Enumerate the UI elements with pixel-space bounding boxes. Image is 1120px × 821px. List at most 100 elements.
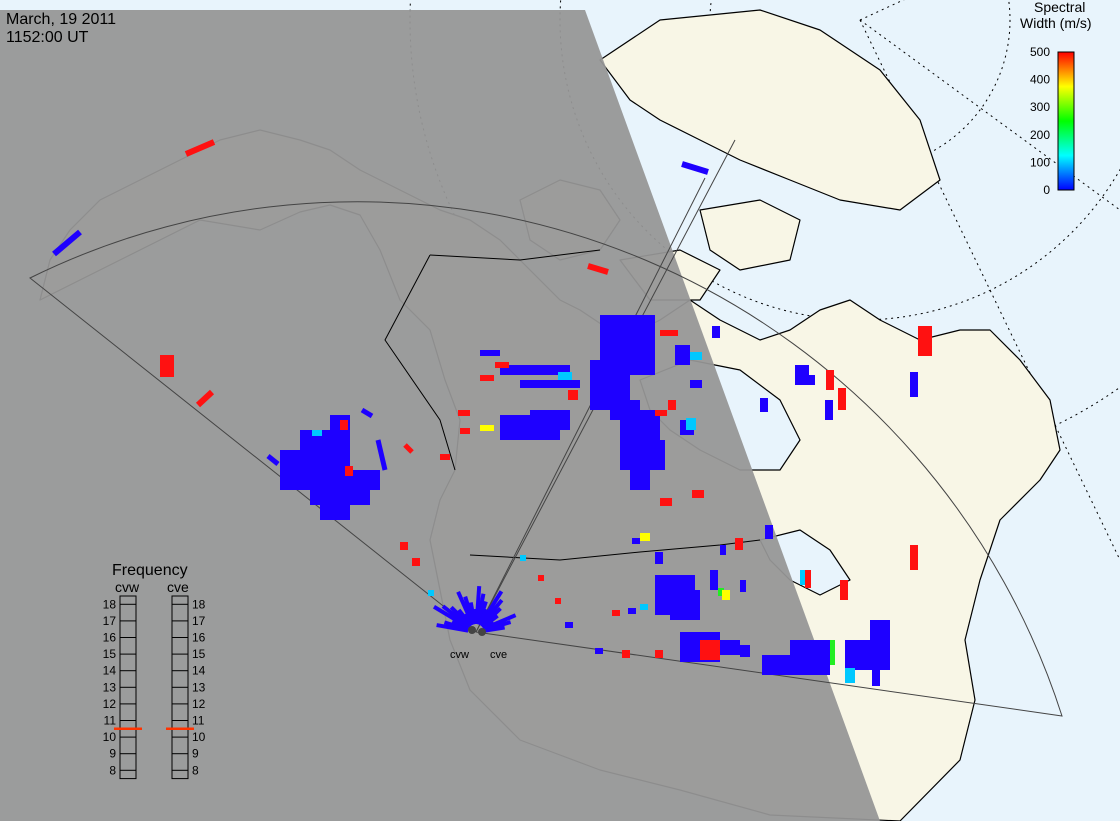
scatter-cell-95 — [805, 570, 811, 588]
scatter-streak-112 — [195, 389, 215, 408]
scatter-cell-41 — [495, 362, 509, 368]
scatter-cell-76 — [740, 580, 746, 592]
scatter-cell-70 — [710, 570, 718, 590]
colorbar-tick-200: 200 — [1030, 128, 1050, 142]
arctic-island-3 — [699, 199, 801, 271]
frequency-level-cvw-14: 14 — [103, 664, 117, 678]
colorbar-tick-0: 0 — [1043, 183, 1050, 197]
radar-site-cve — [478, 628, 486, 636]
colorbar-gradient — [1057, 51, 1075, 191]
frequency-level-cvw-17: 17 — [103, 614, 117, 628]
colorbar-title-line2: Width (m/s) — [1020, 15, 1092, 31]
scatter-streak-35 — [375, 439, 388, 471]
scatter-cell-103 — [838, 388, 846, 410]
scatter-cell-66 — [670, 590, 700, 620]
radar-label-cve: cve — [490, 649, 507, 661]
scatter-streak-108 — [587, 263, 609, 275]
colorbar-title-line1: Spectral — [1034, 0, 1085, 15]
frequency-level-cve-14: 14 — [192, 664, 206, 678]
scatter-streak-36 — [403, 443, 414, 454]
scatter-cell-81 — [700, 640, 720, 660]
frequency-level-cvw-15: 15 — [103, 647, 117, 661]
scatter-cell-116 — [520, 555, 526, 561]
scatter-cell-89 — [845, 668, 855, 683]
scatter-cell-64 — [692, 490, 704, 498]
scatter-cell-55 — [675, 345, 690, 365]
frequency-level-cvw-9: 9 — [109, 747, 116, 761]
scatter-cell-47 — [558, 372, 572, 380]
colorbar-tick-400: 400 — [1030, 73, 1050, 87]
scatter-cell-73 — [640, 604, 648, 610]
scatter-cell-67 — [640, 533, 650, 541]
frequency-level-cve-16: 16 — [192, 631, 206, 645]
frequency-level-cvw-13: 13 — [103, 680, 117, 694]
colorbar-tick-300: 300 — [1030, 100, 1050, 114]
scatter-cell-102 — [826, 370, 834, 390]
time-label: 1152:00 UT — [6, 29, 89, 46]
scatter-cell-98 — [918, 326, 932, 356]
date-label: March, 19 2011 — [6, 11, 116, 28]
scatter-cell-113 — [400, 542, 408, 550]
night-side — [0, 10, 880, 821]
scatter-cell-32 — [345, 466, 353, 476]
scatter-cell-86 — [830, 640, 835, 665]
scatter-streak-33 — [266, 454, 280, 466]
scatter-cell-38 — [500, 365, 570, 375]
scatter-cell-77 — [735, 538, 743, 550]
scatter-cell-43 — [530, 410, 570, 430]
scatter-cell-25 — [300, 430, 350, 455]
scatter-cell-59 — [668, 400, 676, 410]
scatter-cell-105 — [760, 398, 768, 412]
scatter-cell-54 — [630, 470, 650, 490]
scatter-cell-106 — [712, 326, 720, 338]
scatter-cell-79 — [765, 525, 773, 539]
scatter-cell-117 — [538, 575, 544, 581]
scatter-streak-110 — [52, 229, 82, 257]
scatter-cell-101 — [805, 375, 815, 385]
scatter-cell-104 — [825, 400, 833, 420]
frequency-legend: Frequency cvw cve 18 17 16 15 14 13 12 11 10 9 8 18… — [103, 562, 206, 780]
frequency-level-cvw-11: 11 — [104, 714, 117, 728]
scatter-cell-44 — [480, 425, 494, 431]
scatter-cell-119 — [565, 622, 573, 628]
scatter-cell-31 — [340, 420, 348, 430]
scatter-cell-63 — [660, 498, 672, 506]
scatter-cell-120 — [440, 454, 450, 460]
colorbar-tick-500: 500 — [1030, 45, 1050, 59]
frequency-level-cve-13: 13 — [192, 680, 206, 694]
scatter-cell-75 — [612, 610, 620, 616]
frequency-title: Frequency — [112, 562, 188, 579]
scatter-streak-23 — [483, 625, 505, 633]
scatter-cell-27 — [320, 500, 350, 520]
scatter-cell-118 — [555, 598, 561, 604]
scatter-cell-29 — [350, 470, 380, 490]
scatter-streak-34 — [360, 407, 374, 419]
scatter-cell-115 — [428, 590, 434, 596]
colorbar-tick-100: 100 — [1030, 155, 1050, 169]
frequency-level-cve-8: 8 — [192, 763, 199, 777]
scatter-cell-87 — [845, 640, 890, 670]
scatter-cell-82 — [720, 640, 740, 655]
scatter-cell-69 — [655, 552, 663, 564]
scatter-streak-109 — [184, 139, 216, 157]
frequency-level-cvw-10: 10 — [103, 730, 117, 744]
frequency-level-cve-11: 11 — [192, 714, 205, 728]
backscatter-cells — [52, 139, 932, 686]
frequency-level-cvw-8: 8 — [109, 763, 116, 777]
frequency-level-cve-17: 17 — [192, 614, 206, 628]
scatter-cell-74 — [628, 608, 636, 614]
scatter-cell-72 — [722, 590, 730, 600]
scatter-cell-99 — [910, 372, 918, 397]
scatter-cell-93 — [595, 648, 603, 654]
scatter-cell-57 — [660, 330, 678, 336]
scatter-cell-114 — [412, 558, 420, 566]
frequency-col-cvw: cvw — [115, 579, 140, 595]
scatter-cell-92 — [622, 650, 630, 658]
scatter-cell-46 — [460, 428, 470, 434]
frequency-level-cve-10: 10 — [192, 730, 206, 744]
scatter-cell-83 — [740, 645, 750, 657]
scatter-cell-53 — [640, 440, 665, 470]
radar-sites: cvw cve — [450, 626, 507, 661]
